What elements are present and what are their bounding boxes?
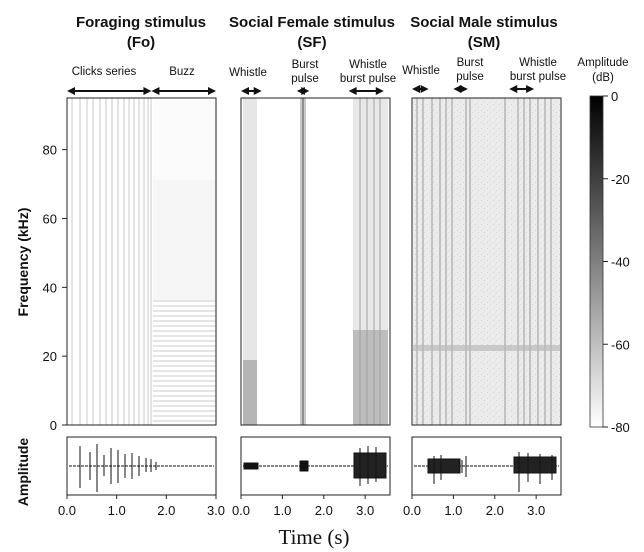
colorbar-tick-label-0: 0 xyxy=(611,89,618,104)
panel-1-segment-2-label-line2: burst pulse xyxy=(340,73,396,85)
y-axis-title: Frequency (kHz) xyxy=(15,208,31,317)
panel-2-x-tick-label-1: 1.0 xyxy=(444,503,462,518)
spectrogram-texture xyxy=(71,98,560,425)
panel-2-segment-2-arrow xyxy=(509,85,535,93)
panel-0-segment-0-arrow xyxy=(67,87,152,95)
panel-1-spectrogram xyxy=(240,97,391,426)
panel-1-segment-2-label-line1: Whistle xyxy=(349,59,387,71)
colorbar-tick-label-1: -20 xyxy=(611,172,630,187)
panel-2-segment-1-label-line1: Burst xyxy=(457,57,485,69)
y-tick-label-1: 20 xyxy=(43,349,57,364)
panel-2-segment-1-label-line2: pulse xyxy=(456,71,484,83)
panel-2-spectrogram xyxy=(411,97,562,426)
panel-2-title-line2: (SM) xyxy=(468,34,501,51)
waveforms xyxy=(69,444,559,492)
y-tick-label-4: 80 xyxy=(43,143,57,158)
colorbar-tick-label-2: -40 xyxy=(611,255,630,270)
amplitude-axis-title: Amplitude xyxy=(15,438,31,507)
panel-1-x-tick-label-1: 1.0 xyxy=(273,503,291,518)
panel-0-title-line1: Foraging stimulus xyxy=(76,14,206,31)
panel-1-x-tick-label-2: 2.0 xyxy=(315,503,333,518)
panel-0-x-tick-label-1: 1.0 xyxy=(108,503,126,518)
panel-2-segment-0-label: Whistle xyxy=(402,65,440,77)
panel-1-segment-0-label: Whistle xyxy=(229,67,267,79)
panel-2-segment-0-arrow xyxy=(412,85,429,93)
y-tick-label-2: 40 xyxy=(43,280,57,295)
y-tick-label-0: 0 xyxy=(50,418,57,433)
panel-1-segment-1-label-line1: Burst xyxy=(292,59,320,71)
panel-1-title-line2: (SF) xyxy=(297,34,326,51)
panel-1-x-tick-label-0: 0.0 xyxy=(232,503,250,518)
x-axis-title: Time (s) xyxy=(279,525,350,549)
panel-1-segment-0-arrow xyxy=(241,87,262,95)
colorbar-tick-label-3: -60 xyxy=(611,337,630,352)
panel-2-segment-2-label-line2: burst pulse xyxy=(510,71,566,83)
panel-2-x-tick-label-0: 0.0 xyxy=(403,503,421,518)
panel-0-x-tick-label-2: 2.0 xyxy=(157,503,175,518)
panel-2-title-line1: Social Male stimulus xyxy=(410,14,558,31)
panel-2-x-tick-label-2: 2.0 xyxy=(486,503,504,518)
panel-0-spectrogram xyxy=(66,97,217,426)
panel-1-x-tick-label-3: 3.0 xyxy=(356,503,374,518)
panel-0-segment-1-label: Buzz xyxy=(169,66,195,78)
panel-0-x-tick-label-0: 0.0 xyxy=(58,503,76,518)
colorbar-title-line1: Amplitude xyxy=(577,57,628,69)
panel-2-segment-1-arrow xyxy=(453,85,468,93)
panel-0-segment-1-arrow xyxy=(151,87,216,95)
panel-1-segment-1-arrow xyxy=(296,87,310,95)
panel-2-x-tick-label-3: 3.0 xyxy=(527,503,545,518)
panel-1-segment-1-label-line2: pulse xyxy=(291,73,319,85)
panel-0-x-tick-label-3: 3.0 xyxy=(207,503,225,518)
panel-1-title-line1: Social Female stimulus xyxy=(229,14,395,31)
colorbar-tick-label-4: -80 xyxy=(611,420,630,435)
y-tick-label-3: 60 xyxy=(43,211,57,226)
panel-1-segment-2-arrow xyxy=(348,87,384,95)
colorbar xyxy=(589,95,604,428)
panel-0-segment-0-label: Clicks series xyxy=(72,66,137,78)
colorbar-title-line2: (dB) xyxy=(592,72,614,84)
panel-2-segment-2-label-line1: Whistle xyxy=(519,57,557,69)
panel-0-title-line2: (Fo) xyxy=(127,34,155,51)
